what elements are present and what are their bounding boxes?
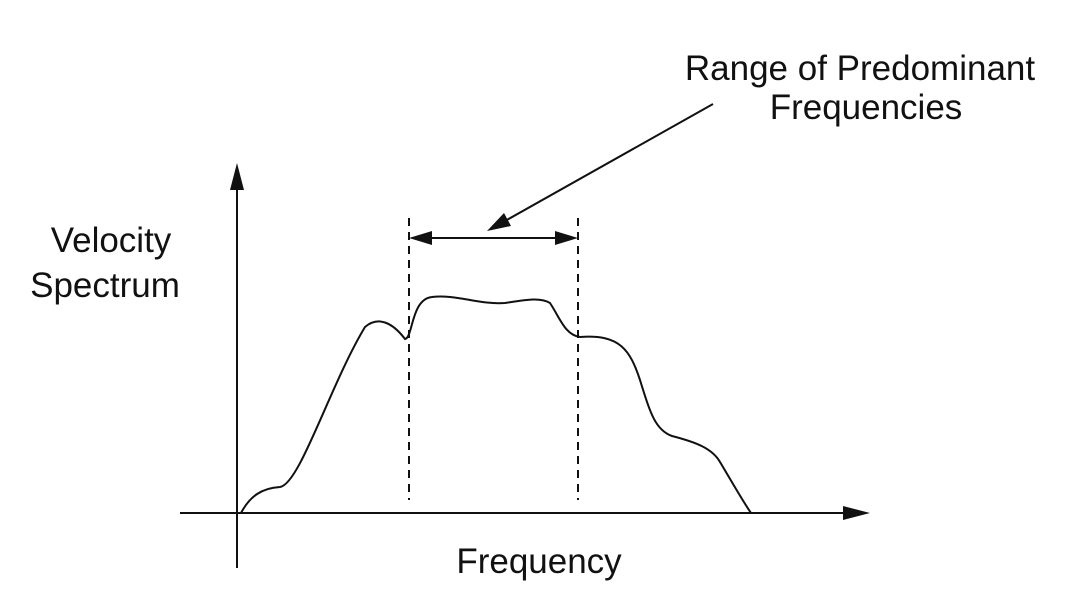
range-left-arrowhead [409, 231, 432, 245]
y-axis-arrowhead [230, 163, 244, 190]
annotation-label-line1: Range of Predominant [685, 49, 1035, 88]
annotation-arrowhead [487, 213, 511, 231]
spectrum-curve [240, 295, 752, 514]
y-axis-label-line2: Spectrum [30, 266, 180, 305]
x-axis-label: Frequency [456, 542, 622, 581]
x-axis-arrowhead [843, 506, 870, 520]
annotation-label-line2: Frequencies [770, 88, 963, 127]
y-axis-label-line1: Velocity [51, 221, 172, 260]
range-right-arrowhead [555, 231, 578, 245]
annotation-leader [504, 103, 714, 222]
